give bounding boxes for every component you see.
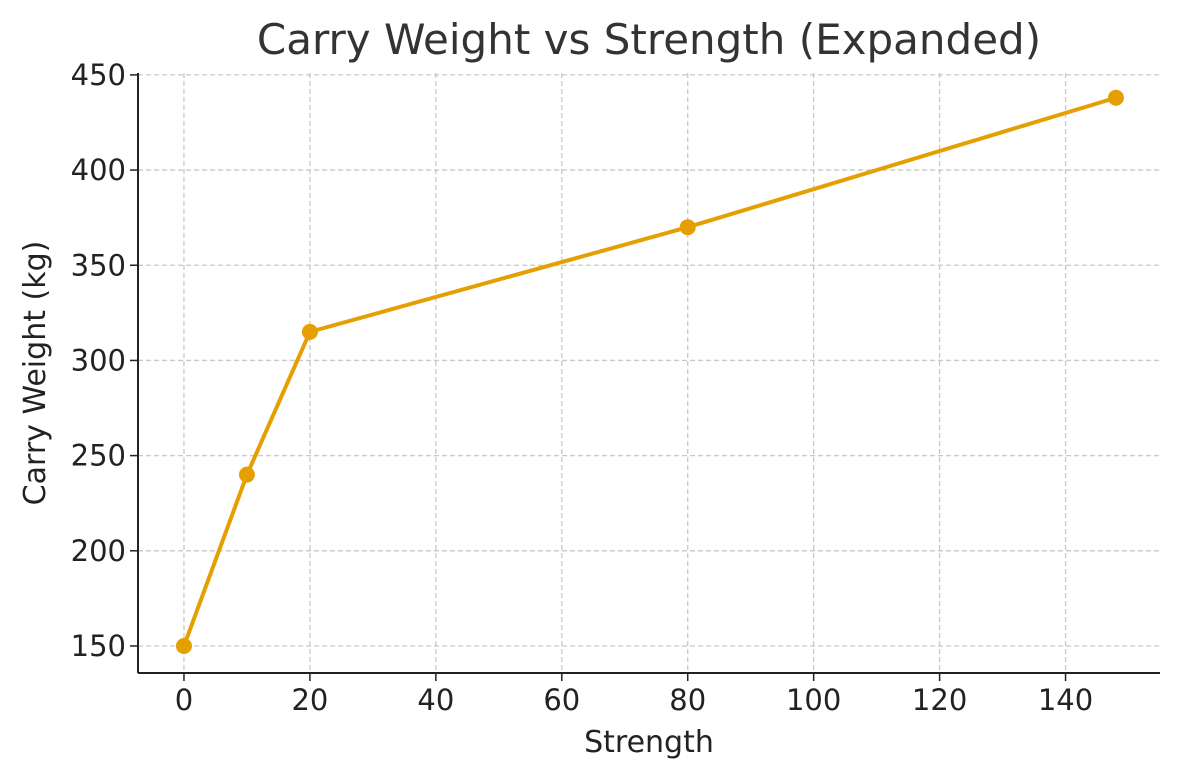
y-axis-label: Carry Weight (kg) <box>18 241 53 506</box>
y-tick-label: 300 <box>71 343 126 377</box>
x-tick-label: 100 <box>786 683 841 717</box>
y-tick-label: 250 <box>71 439 126 473</box>
y-tick-label: 150 <box>71 629 126 663</box>
x-tick-label: 60 <box>543 683 580 717</box>
data-point <box>679 219 696 236</box>
data-point <box>175 637 192 654</box>
x-tick-label: 20 <box>291 683 328 717</box>
y-tick-label: 350 <box>71 248 126 282</box>
chart-title: Carry Weight vs Strength (Expanded) <box>257 15 1041 64</box>
x-tick-label: 40 <box>417 683 454 717</box>
data-point <box>301 323 318 340</box>
y-tick-label: 450 <box>71 58 126 92</box>
x-tick-label: 140 <box>1038 683 1093 717</box>
y-tick-label: 200 <box>71 534 126 568</box>
x-tick-label: 120 <box>912 683 967 717</box>
x-tick-label: 0 <box>175 683 193 717</box>
data-point <box>238 466 255 483</box>
x-axis-label: Strength <box>584 725 714 760</box>
series-line <box>182 95 1117 647</box>
y-tick-label: 400 <box>71 153 126 187</box>
x-tick-label: 80 <box>669 683 706 717</box>
data-point <box>1107 89 1124 106</box>
